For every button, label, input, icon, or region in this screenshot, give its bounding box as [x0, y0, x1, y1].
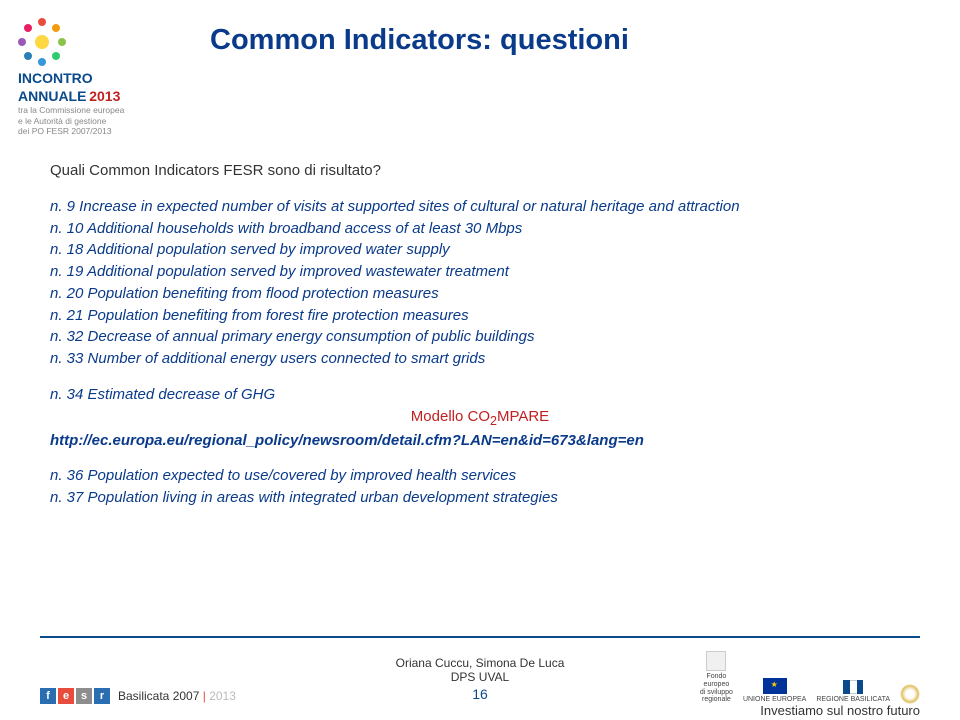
event-line2: ANNUALE	[18, 88, 86, 104]
indicator-item: n. 33 Number of additional energy users …	[50, 348, 910, 370]
indicator-item: n. 21 Population benefiting from forest …	[50, 305, 910, 327]
indicator-item: n. 18 Additional population served by im…	[50, 239, 910, 261]
region-flag-icon	[843, 680, 863, 694]
indicator-item: n. 20 Population benefiting from flood p…	[50, 283, 910, 305]
event-sub2: e le Autorità di gestione	[18, 116, 168, 127]
event-sub1: tra la Commissione europea	[18, 105, 168, 116]
modello-line: Modello CO2MPARE	[50, 406, 910, 430]
sponsor-fondo: Fondo europeo di sviluppo regionale	[700, 651, 733, 704]
fesr-letter: s	[76, 688, 92, 704]
modello-suffix: MPARE	[497, 408, 549, 425]
modello-prefix: Modello CO	[411, 408, 490, 425]
modello-sub: 2	[490, 414, 497, 428]
event-line1: INCONTRO	[18, 70, 93, 86]
brand-year: 2013	[209, 689, 236, 703]
fesr-letter: e	[58, 688, 74, 704]
sponsor-eu: UNIONE EUROPEA	[743, 678, 806, 704]
event-text: INCONTRO ANNUALE 2013 tra la Commissione…	[18, 70, 168, 137]
question-text: Quali Common Indicators FESR sono di ris…	[50, 160, 910, 182]
indicator-item: n. 37 Population living in areas with in…	[50, 487, 910, 509]
tagline: Investiamo sul nostro futuro	[760, 703, 920, 718]
page-title: Common Indicators: questioni	[210, 24, 629, 57]
fesr-letter: f	[40, 688, 56, 704]
body-content: Quali Common Indicators FESR sono di ris…	[50, 160, 910, 509]
footer-divider	[40, 636, 920, 638]
event-year: 2013	[89, 88, 120, 104]
event-logo-block: INCONTRO ANNUALE 2013 tra la Commissione…	[18, 18, 168, 137]
footer-right: Fondo europeo di sviluppo regionale UNIO…	[700, 651, 920, 704]
indicator-item: n. 10 Additional households with broadba…	[50, 218, 910, 240]
sponsor-emblem	[900, 684, 920, 704]
sponsor-region: REGIONE BASILICATA	[816, 680, 890, 704]
fondo-icon	[706, 651, 726, 671]
brand-text: Basilicata 2007 | 2013	[118, 689, 236, 703]
indicator-item: n. 32 Decrease of annual primary energy …	[50, 326, 910, 348]
italy-emblem-icon	[900, 684, 920, 704]
ring-logo	[18, 18, 66, 66]
fesr-letter: r	[94, 688, 110, 704]
ghg-line: n. 34 Estimated decrease of GHG	[50, 384, 910, 406]
footer-bar: f e s r Basilicata 2007 | 2013 Fondo eur…	[40, 651, 920, 704]
indicator-item: n. 9 Increase in expected number of visi…	[50, 196, 910, 218]
indicator-item: n. 19 Additional population served by im…	[50, 261, 910, 283]
indicator-item: n. 36 Population expected to use/covered…	[50, 465, 910, 487]
footer-left: f e s r Basilicata 2007 | 2013	[40, 688, 236, 704]
eu-flag-icon	[763, 678, 787, 694]
reference-link[interactable]: http://ec.europa.eu/regional_policy/news…	[50, 430, 910, 452]
event-sub3: dei PO FESR 2007/2013	[18, 126, 168, 137]
fesr-badge: f e s r	[40, 688, 110, 704]
brand-name: Basilicata 2007	[118, 689, 199, 703]
